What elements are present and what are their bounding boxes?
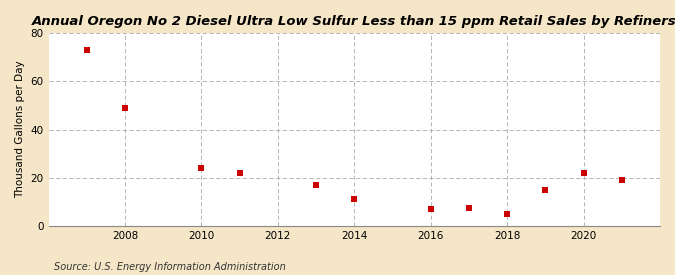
Point (502, 212, 512, 216)
Point (540, 188, 551, 192)
Point (196, 166, 207, 170)
Point (82, 48, 92, 52)
Title: Annual Oregon No 2 Diesel Ultra Low Sulfur Less than 15 ppm Retail Sales by Refi: Annual Oregon No 2 Diesel Ultra Low Sulf… (32, 15, 675, 28)
Point (578, 171, 589, 175)
Point (464, 206, 475, 210)
Point (119, 106, 130, 110)
Point (349, 197, 360, 202)
Y-axis label: Thousand Gallons per Day: Thousand Gallons per Day (15, 61, 25, 199)
Text: Source: U.S. Energy Information Administration: Source: U.S. Energy Information Administ… (54, 262, 286, 272)
Point (310, 183, 321, 187)
Point (425, 207, 436, 211)
Point (234, 171, 245, 175)
Point (616, 178, 627, 182)
